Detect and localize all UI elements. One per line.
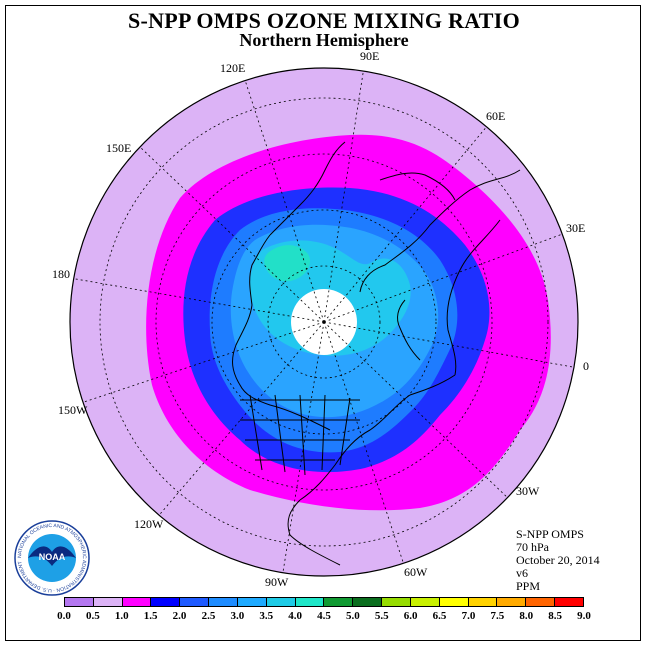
colorbar-swatch (526, 598, 556, 606)
lon-label-120e: 120E (220, 61, 245, 75)
colorbar-tick-label: 5.0 (346, 610, 360, 622)
colorbar-swatch (324, 598, 354, 606)
colorbar (64, 597, 584, 607)
colorbar-tick-label: 8.0 (519, 610, 534, 622)
colorbar-tick-label: 3.0 (230, 610, 245, 622)
colorbar-tick-label: 7.5 (490, 610, 505, 622)
info-date: October 20, 2014 (516, 553, 600, 567)
colorbar-swatch (382, 598, 411, 606)
lon-label-180: 180 (52, 267, 70, 281)
lon-label-30e: 30E (566, 221, 585, 235)
colorbar-swatch (209, 598, 238, 606)
contour-3-5 (264, 245, 311, 282)
info-satellite: S-NPP OMPS (516, 527, 584, 541)
lon-label-60w: 60W (404, 565, 428, 579)
colorbar-tick-label: 9.0 (577, 610, 591, 622)
lon-label-0: 0 (583, 359, 589, 373)
lon-label-120w: 120W (134, 517, 164, 531)
map-subtitle: Northern Hemisphere (239, 30, 409, 50)
colorbar-swatch (468, 598, 498, 606)
colorbar-tick-label: 0.0 (57, 610, 71, 622)
noaa-logo: NATIONAL OCEANIC AND ATMOSPHERIC ADMINIS… (14, 520, 90, 596)
map-outline (69, 67, 579, 577)
colorbar-swatch (497, 598, 527, 606)
colorbar-swatch (237, 598, 267, 606)
lon-label-60e: 60E (486, 109, 505, 123)
colorbar-swatch (439, 598, 469, 606)
colorbar-tick-label: 0.5 (86, 610, 100, 622)
info-pressure-level: 70 hPa (516, 540, 549, 554)
colorbar-swatch (410, 598, 440, 606)
lon-label-150w: 150W (58, 403, 88, 417)
colorbar-tick-label: 4.0 (288, 610, 302, 622)
colorbar-tick-label: 2.5 (201, 610, 216, 622)
info-units: PPM (516, 579, 541, 593)
coastlines (232, 141, 521, 566)
lon-label-150e: 150E (106, 141, 131, 155)
lon-label-90w: 90W (265, 575, 289, 589)
colorbar-tick-label: 4.5 (317, 610, 331, 622)
colorbar-tick-label: 1.0 (114, 610, 129, 622)
colorbar-swatch (266, 598, 296, 606)
colorbar-swatch (65, 598, 94, 606)
colorbar-swatch (151, 598, 181, 606)
colorbar-tick-label: 3.5 (259, 610, 274, 622)
colorbar-tick-label: 6.0 (403, 610, 418, 622)
colorbar-swatch (180, 598, 210, 606)
lon-label-90e: 90E (360, 49, 379, 63)
colorbar-swatch (295, 598, 325, 606)
colorbar-tick-label: 5.5 (374, 610, 389, 622)
colorbar-swatch (353, 598, 383, 606)
colorbar-tick-label: 6.5 (432, 610, 447, 622)
colorbar-swatch (555, 598, 583, 606)
colorbar-tick-label: 8.5 (548, 610, 562, 622)
lon-label-30w: 30W (516, 484, 540, 498)
graticule (70, 68, 578, 576)
map-title: S-NPP OMPS OZONE MIXING RATIO (127, 8, 521, 33)
plot-frame (5, 5, 641, 641)
colorbar-tick-label: 2.0 (172, 610, 187, 622)
info-version: v6 (516, 566, 528, 580)
colorbar-tick-label: 7.0 (461, 610, 476, 622)
colorbar-tick-label: 1.5 (143, 610, 158, 622)
colorbar-swatch (93, 598, 123, 606)
noaa-logo-text: NOAA (39, 552, 66, 562)
colorbar-swatch (122, 598, 152, 606)
